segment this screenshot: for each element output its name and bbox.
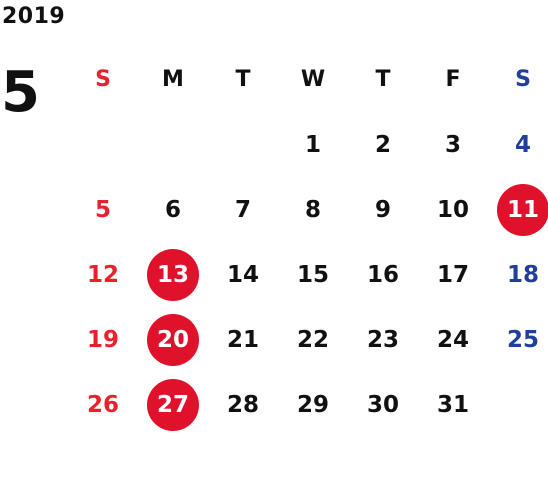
weekday-header-monday: M — [162, 67, 184, 92]
day-cell[interactable]: 29 — [296, 391, 329, 418]
day-cell[interactable]: 4 — [514, 131, 531, 158]
highlighted-day-cell[interactable]: 11 — [488, 177, 548, 242]
day-cell[interactable]: 3 — [444, 131, 461, 158]
weekday-header-wednesday: W — [300, 67, 326, 92]
day-cell[interactable]: 6 — [164, 196, 181, 223]
day-cell[interactable]: 18 — [506, 261, 539, 288]
day-cell[interactable]: 7 — [234, 196, 251, 223]
day-cell[interactable]: 28 — [226, 391, 259, 418]
day-cell[interactable]: 19 — [86, 326, 119, 353]
empty-day-cell — [68, 112, 138, 177]
weekday-header-thursday: T — [375, 67, 391, 92]
day-cell[interactable]: 23 — [366, 326, 399, 353]
day-cell[interactable]: 9 — [374, 196, 391, 223]
day-cell[interactable]: 22 — [296, 326, 329, 353]
calendar-grid: S M T W T F S 1 2 3 4 5 6 7 8 9 10 11 12… — [68, 47, 548, 437]
day-cell[interactable]: 12 — [86, 261, 119, 288]
day-cell[interactable]: 10 — [436, 196, 469, 223]
empty-day-cell — [208, 112, 278, 177]
weekday-header-friday: F — [445, 67, 461, 92]
day-cell[interactable]: 24 — [436, 326, 469, 353]
weekday-header-tuesday: T — [235, 67, 251, 92]
highlighted-day-cell[interactable]: 20 — [138, 307, 208, 372]
day-cell[interactable]: 15 — [296, 261, 329, 288]
year-label: 2019 — [2, 4, 66, 29]
day-cell[interactable]: 2 — [374, 131, 391, 158]
day-cell[interactable]: 17 — [436, 261, 469, 288]
empty-day-cell — [488, 372, 548, 437]
day-cell[interactable]: 8 — [304, 196, 321, 223]
highlighted-day-cell[interactable]: 27 — [138, 372, 208, 437]
day-cell[interactable]: 31 — [436, 391, 469, 418]
day-cell[interactable]: 26 — [86, 391, 119, 418]
empty-day-cell — [138, 112, 208, 177]
day-cell[interactable]: 14 — [226, 261, 259, 288]
month-number: 5 — [1, 60, 40, 125]
weekday-header-saturday: S — [515, 67, 531, 92]
day-cell[interactable]: 25 — [506, 326, 539, 353]
day-cell[interactable]: 21 — [226, 326, 259, 353]
highlighted-day-cell[interactable]: 13 — [138, 242, 208, 307]
day-cell[interactable]: 30 — [366, 391, 399, 418]
day-cell[interactable]: 1 — [304, 131, 321, 158]
day-cell[interactable]: 16 — [366, 261, 399, 288]
day-cell[interactable]: 5 — [94, 196, 111, 223]
weekday-header-sunday: S — [95, 67, 111, 92]
